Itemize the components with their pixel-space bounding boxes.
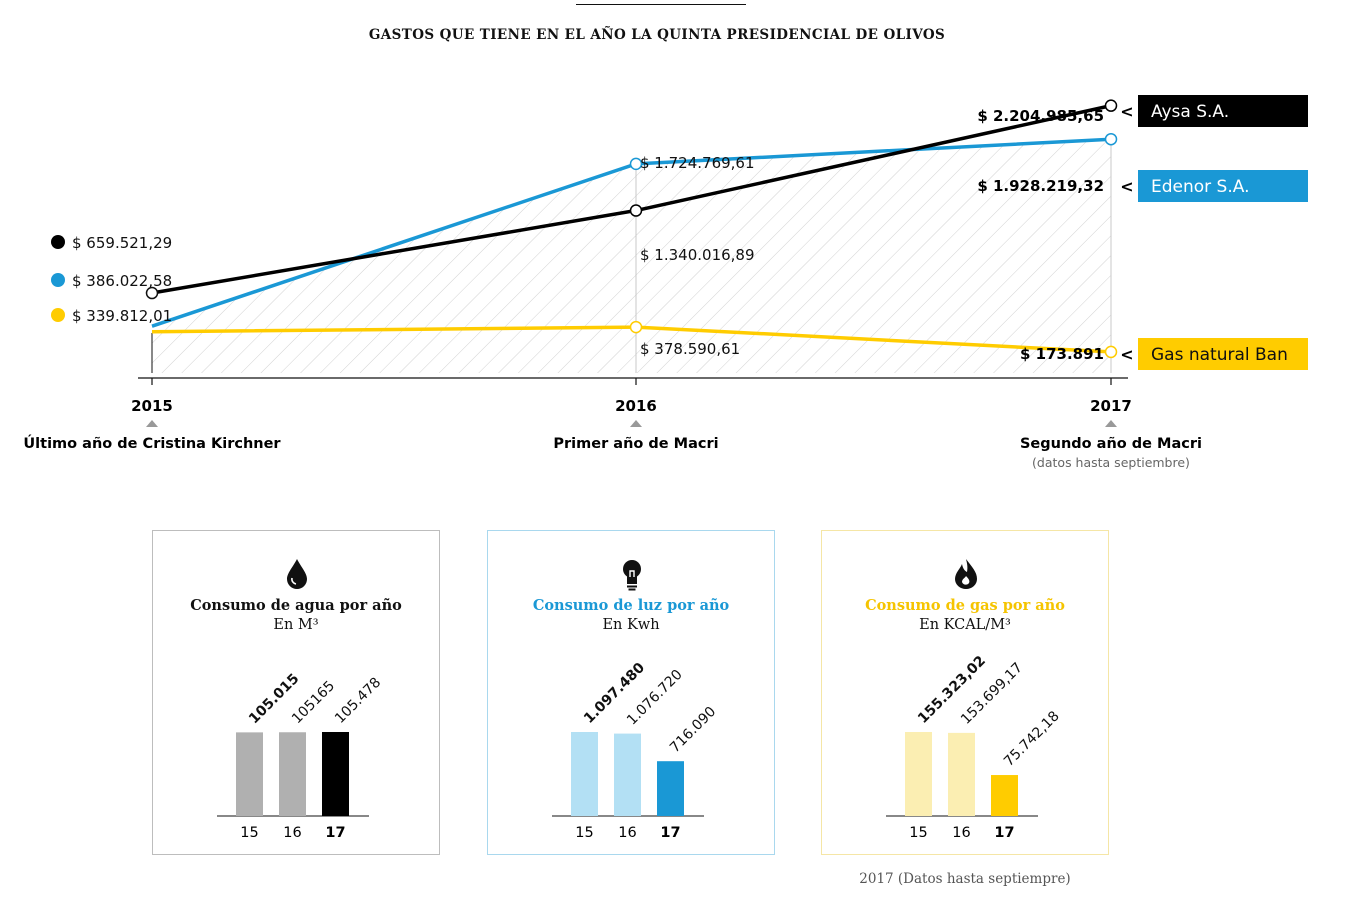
legend-label: Edenor S.A. <box>1151 177 1250 197</box>
x-note: (datos hasta septiembre) <box>1032 455 1190 470</box>
data-point <box>1104 345 1118 359</box>
value-label-2015: $ 659.521,29 <box>72 234 172 252</box>
panel-title: Consumo de gas por año <box>865 597 1065 614</box>
panel-unit: En KCAL/M³ <box>919 617 1011 633</box>
bar-15 <box>236 732 263 816</box>
bar-value-label: 105.478 <box>332 675 384 727</box>
legend-label: Aysa S.A. <box>1151 102 1229 122</box>
bar-category-label: 16 <box>283 825 301 841</box>
electricity-consumption-panel: Consumo de luz por año En Kwh 15 1.097.48… <box>487 530 775 855</box>
value-label-2016: $ 378.590,61 <box>640 340 740 358</box>
panel-unit: En M³ <box>273 617 319 633</box>
legend-arrow: < <box>1120 345 1133 364</box>
triangle-marker <box>1105 420 1117 427</box>
legend-arrow: < <box>1120 102 1133 121</box>
legend-box <box>1138 95 1308 127</box>
light-bulb-icon <box>623 560 641 591</box>
bar-15 <box>571 732 598 816</box>
bar-value-label: 716.090 <box>667 704 719 756</box>
bar-category-label: 16 <box>618 825 636 841</box>
bar-15 <box>905 732 932 816</box>
x-tick-label: 2015 <box>131 397 173 415</box>
bar-category-label: 17 <box>325 825 345 841</box>
water-drop-icon <box>287 559 307 589</box>
bar-16 <box>279 732 306 816</box>
data-point <box>1104 132 1118 146</box>
bar-category-label: 15 <box>909 825 927 841</box>
panel-title: Consumo de agua por año <box>190 597 402 614</box>
legend-dot <box>51 273 65 287</box>
panel-title: Consumo de luz por año <box>532 597 730 614</box>
data-point <box>629 204 643 217</box>
bar-category-label: 17 <box>994 825 1014 841</box>
bar-17 <box>657 761 684 816</box>
value-label-2015: $ 386.022,58 <box>72 272 172 290</box>
value-label-2016: $ 1.340.016,89 <box>640 246 755 264</box>
legend-box <box>1138 170 1308 202</box>
area-hatch <box>152 139 1111 373</box>
water-drop-icon <box>287 559 307 589</box>
legend-box <box>1138 338 1308 370</box>
x-description: Último año de Cristina Kirchner <box>23 434 281 452</box>
footnote: 2017 (Datos hasta septiempre) <box>859 871 1071 887</box>
top-rule <box>576 4 746 5</box>
light-bulb-icon <box>623 560 641 591</box>
value-label-2015: $ 339.812,01 <box>72 307 172 325</box>
legend-arrow: < <box>1120 177 1133 196</box>
data-point <box>145 286 159 300</box>
x-description: Segundo año de Macri <box>1020 436 1202 452</box>
page-title: GASTOS QUE TIENE EN EL AÑO LA QUINTA PRE… <box>368 27 946 43</box>
flame-icon <box>955 559 977 589</box>
data-point <box>629 320 643 334</box>
gas-consumption-panel: Consumo de gas por año En KCAL/M³ 15 155.… <box>821 530 1109 855</box>
bar-value-label: 75.742,18 <box>1001 708 1063 770</box>
flame-icon <box>955 559 977 589</box>
bar-16 <box>614 733 641 816</box>
bar-16 <box>948 732 975 816</box>
bar-category-label: 15 <box>575 825 593 841</box>
water-consumption-panel: Consumo de agua por año En M³ 15 105.015 1… <box>152 530 440 855</box>
value-label-2017: $ 173.891 <box>1020 345 1104 363</box>
legend-dot <box>51 235 65 249</box>
line-chart: 2015 Último año de Cristina Kirchner 2016 P… <box>23 95 1308 470</box>
bar-17 <box>991 775 1018 816</box>
value-label-2017: $ 2.204.985,65 <box>977 107 1104 125</box>
value-label-2017: $ 1.928.219,32 <box>977 177 1104 195</box>
legend-dot <box>51 308 65 322</box>
value-label-2016: $ 1.724.769,61 <box>640 154 755 172</box>
x-description: Primer año de Macri <box>553 436 718 452</box>
bar-17 <box>322 732 349 816</box>
x-tick-label: 2016 <box>615 397 657 415</box>
bar-category-label: 17 <box>660 825 680 841</box>
data-point <box>629 157 643 171</box>
x-tick-label: 2017 <box>1090 397 1132 415</box>
bar-category-label: 15 <box>240 825 258 841</box>
triangle-marker <box>146 420 158 427</box>
data-point <box>1104 99 1118 112</box>
legend-label: Gas natural Ban <box>1151 345 1288 365</box>
bar-category-label: 16 <box>952 825 970 841</box>
triangle-marker <box>630 420 642 427</box>
panel-unit: En Kwh <box>602 617 660 633</box>
